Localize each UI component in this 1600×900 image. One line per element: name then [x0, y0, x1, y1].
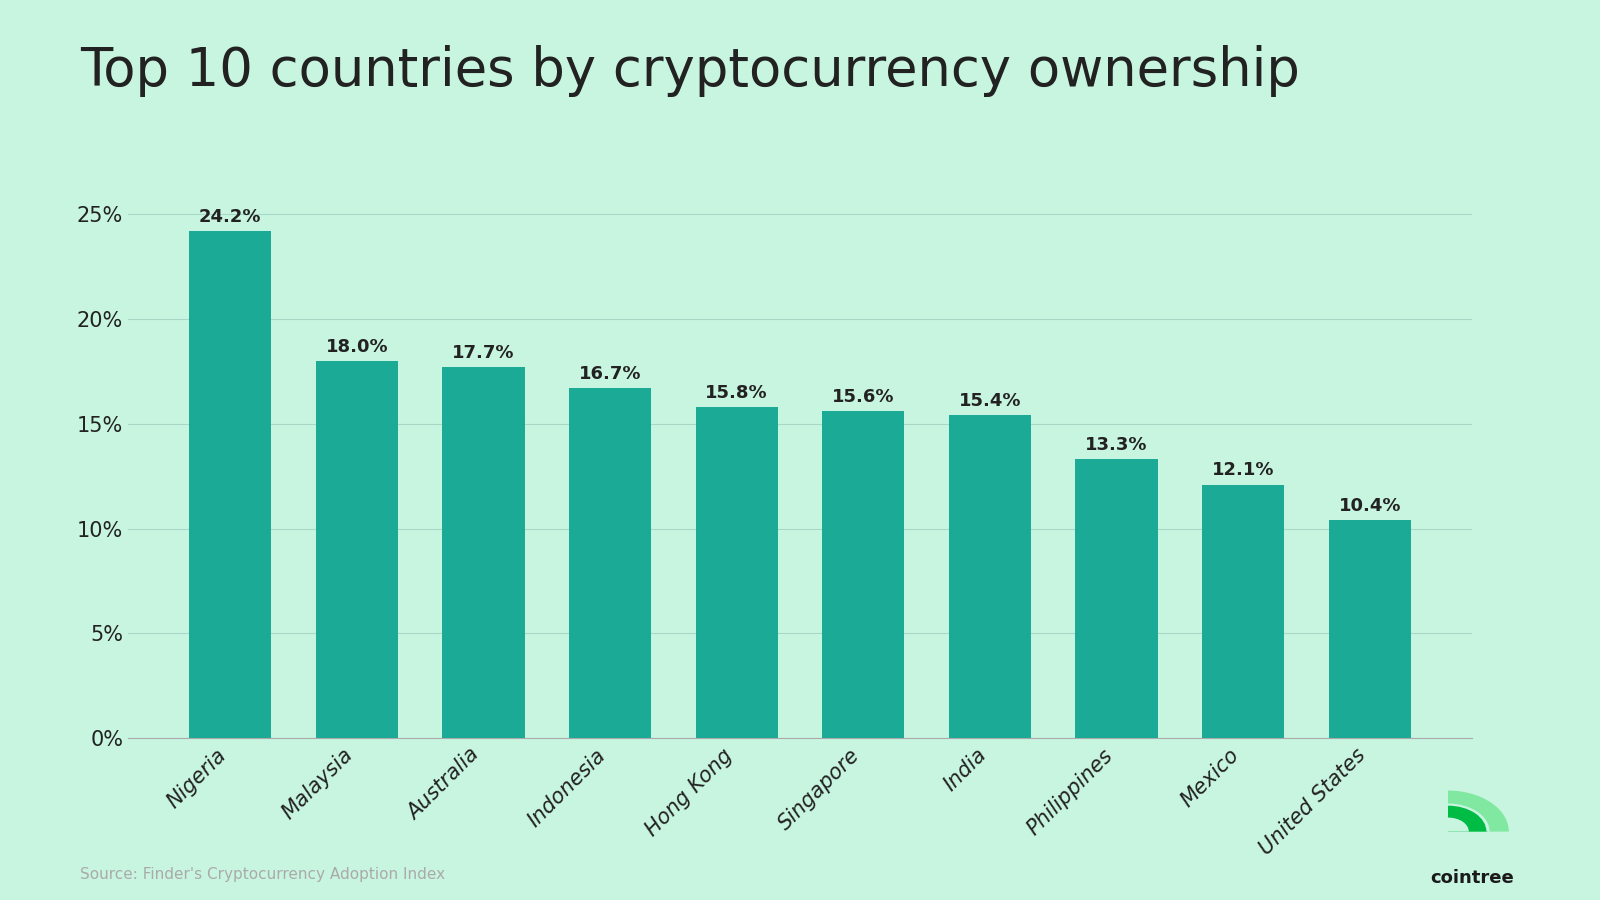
Text: 13.3%: 13.3% [1085, 436, 1147, 454]
Text: 15.6%: 15.6% [832, 388, 894, 406]
Text: 10.4%: 10.4% [1339, 497, 1402, 515]
Bar [315, 361, 398, 738]
Bar [1075, 459, 1158, 738]
Bar [696, 407, 778, 738]
Wedge shape [1448, 805, 1488, 832]
Text: 12.1%: 12.1% [1211, 462, 1274, 480]
Text: 18.0%: 18.0% [325, 338, 389, 356]
Text: 24.2%: 24.2% [198, 208, 261, 226]
Wedge shape [1448, 790, 1509, 832]
Text: 15.4%: 15.4% [958, 392, 1021, 410]
Bar [570, 388, 651, 738]
Bar [1328, 520, 1411, 738]
Bar [949, 416, 1030, 738]
Text: 15.8%: 15.8% [706, 383, 768, 401]
Text: 16.7%: 16.7% [579, 365, 642, 383]
Bar [1202, 484, 1285, 738]
Bar [822, 411, 904, 738]
Text: 17.7%: 17.7% [453, 344, 515, 362]
Text: Source: Finder's Cryptocurrency Adoption Index: Source: Finder's Cryptocurrency Adoption… [80, 867, 445, 882]
Text: Top 10 countries by cryptocurrency ownership: Top 10 countries by cryptocurrency owner… [80, 45, 1299, 97]
Wedge shape [1448, 804, 1490, 832]
Wedge shape [1448, 817, 1469, 832]
Bar [442, 367, 525, 738]
Text: cointree: cointree [1430, 869, 1514, 887]
Bar [189, 231, 272, 738]
